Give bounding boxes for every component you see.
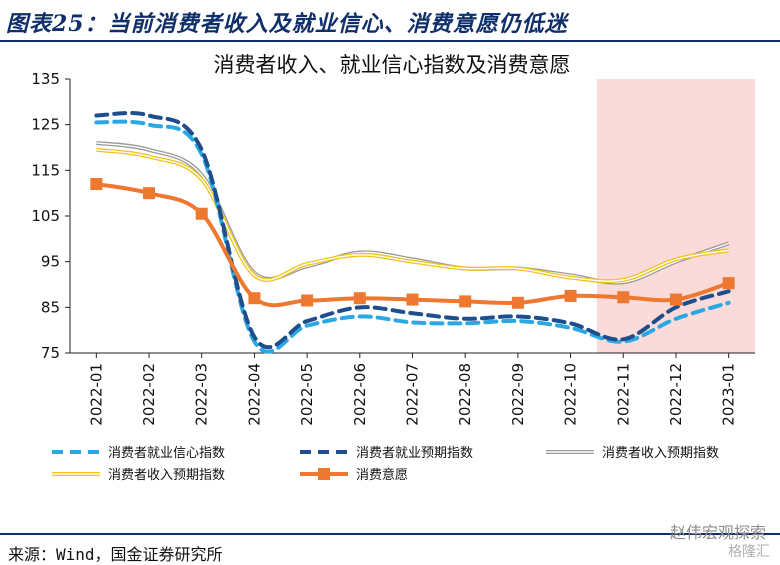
shaded-region <box>596 79 755 353</box>
x-tick-label: 2022-05 <box>298 363 316 426</box>
series-line-inner <box>96 149 729 282</box>
x-tick-label: 2022-04 <box>245 363 263 426</box>
x-tick-label: 2022-03 <box>193 363 211 426</box>
chart-title: 消费者收入、就业信心指数及消费意愿 <box>214 53 571 77</box>
y-tick-label: 125 <box>31 116 60 134</box>
data-point-marker <box>195 207 208 220</box>
y-tick-label: 115 <box>31 161 60 179</box>
series-line-inner <box>96 142 729 284</box>
legend-label: 消费者就业信心指数 <box>108 446 225 461</box>
x-tick-label: 2022-01 <box>87 363 105 426</box>
data-point-marker <box>669 293 682 306</box>
watermark-secondary: 格隆汇 <box>728 544 770 560</box>
y-tick-label: 85 <box>41 298 60 316</box>
x-tick-label: 2022-09 <box>509 363 527 426</box>
data-point-marker <box>90 178 103 191</box>
x-tick-label: 2022-10 <box>562 363 580 426</box>
data-point-marker <box>459 295 472 308</box>
y-tick-label: 95 <box>41 253 60 271</box>
legend-marker <box>318 468 330 480</box>
x-tick-label: 2022-07 <box>404 363 422 426</box>
x-tick-label: 2022-08 <box>456 363 474 426</box>
data-point-marker <box>564 289 577 302</box>
data-point-marker <box>722 277 735 290</box>
chart: 消费者收入、就业信心指数及消费意愿 75 85 95 105 115 125 135 2022… <box>31 53 755 483</box>
series-line <box>94 111 731 350</box>
data-point-marker <box>248 292 261 305</box>
legend-label: 消费意愿 <box>356 467 408 483</box>
legend-label: 消费者就业预期指数 <box>356 446 473 461</box>
y-tick-label: 75 <box>41 344 60 362</box>
x-tick-label: 2022-11 <box>614 363 632 426</box>
legend-label: 消费者收入预期指数 <box>602 446 719 461</box>
legend-label: 消费者收入预期指数 <box>108 468 225 483</box>
top-rule <box>0 40 780 42</box>
data-point-marker <box>406 293 419 306</box>
y-tick-label: 105 <box>31 207 60 225</box>
data-point-marker <box>511 296 524 309</box>
figure-title: 图表25：当前消费者收入及就业信心、消费意愿仍低迷 <box>6 11 568 37</box>
data-point-marker <box>301 294 314 307</box>
x-tick-label: 2022-06 <box>351 363 369 426</box>
y-tick-label: 135 <box>31 70 60 88</box>
data-point-marker <box>617 291 630 304</box>
x-tick-label: 2023-01 <box>720 363 738 426</box>
bottom-rule <box>0 533 780 535</box>
data-point-marker <box>143 187 156 200</box>
x-tick-label: 2022-02 <box>140 363 158 426</box>
watermark: 赵伟宏观探索 <box>669 523 766 542</box>
series-line <box>94 119 731 354</box>
x-tick-label: 2022-12 <box>667 363 685 426</box>
source-note: 来源：Wind，国金证券研究所 <box>8 545 223 564</box>
data-point-marker <box>353 292 366 305</box>
